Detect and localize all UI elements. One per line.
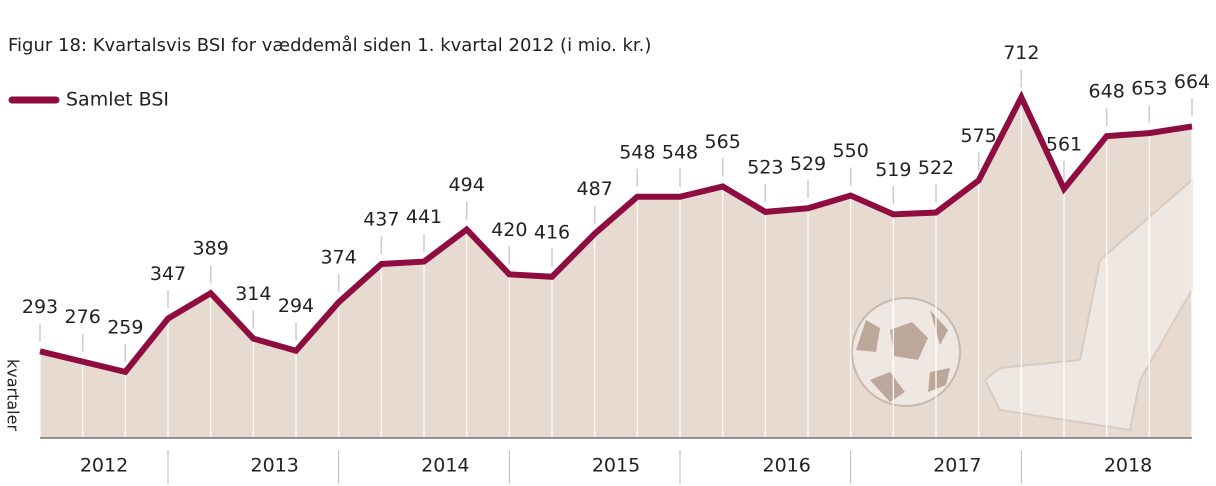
data-label: 314 <box>235 283 271 305</box>
data-label: 565 <box>705 131 741 153</box>
data-label: 519 <box>875 159 911 181</box>
data-label: 441 <box>406 206 442 228</box>
data-label: 550 <box>833 140 869 162</box>
data-label: 347 <box>150 263 186 285</box>
x-tick-label: 2014 <box>421 455 469 477</box>
data-label: 548 <box>662 141 698 163</box>
data-label: 259 <box>107 316 143 338</box>
data-label: 276 <box>65 306 101 328</box>
data-label: 487 <box>577 178 613 200</box>
ball-patch <box>856 310 950 402</box>
data-label: 575 <box>961 125 997 147</box>
x-tick-label: 2016 <box>762 455 810 477</box>
data-label: 529 <box>790 153 826 175</box>
chart-title: Figur 18: Kvartalsvis BSI for væddemål s… <box>8 35 651 56</box>
data-label: 522 <box>918 157 954 179</box>
x-tick-label: 2017 <box>933 455 981 477</box>
data-label: 437 <box>363 209 399 231</box>
data-label: 389 <box>193 238 229 260</box>
data-label: 653 <box>1131 78 1167 100</box>
x-tick-label: 2015 <box>592 455 640 477</box>
data-label: 294 <box>278 295 314 317</box>
data-label: 712 <box>1003 42 1039 64</box>
data-label: 416 <box>534 221 570 243</box>
data-label: 523 <box>747 156 783 178</box>
data-label: 548 <box>619 141 655 163</box>
data-label: 293 <box>22 296 58 318</box>
x-tick-label: 2013 <box>250 455 298 477</box>
data-label: 374 <box>321 247 357 269</box>
data-label: 648 <box>1089 81 1125 103</box>
x-tick-label: 2012 <box>80 455 128 477</box>
data-label: 494 <box>449 174 485 196</box>
x-tick-label: 2018 <box>1104 455 1152 477</box>
data-label: 420 <box>491 219 527 241</box>
data-label: 664 <box>1174 71 1210 93</box>
y-axis-label: kvartaler <box>4 359 23 431</box>
legend-label: Samlet BSI <box>66 89 169 111</box>
data-label: 561 <box>1046 133 1082 155</box>
series-line <box>39 90 1193 376</box>
